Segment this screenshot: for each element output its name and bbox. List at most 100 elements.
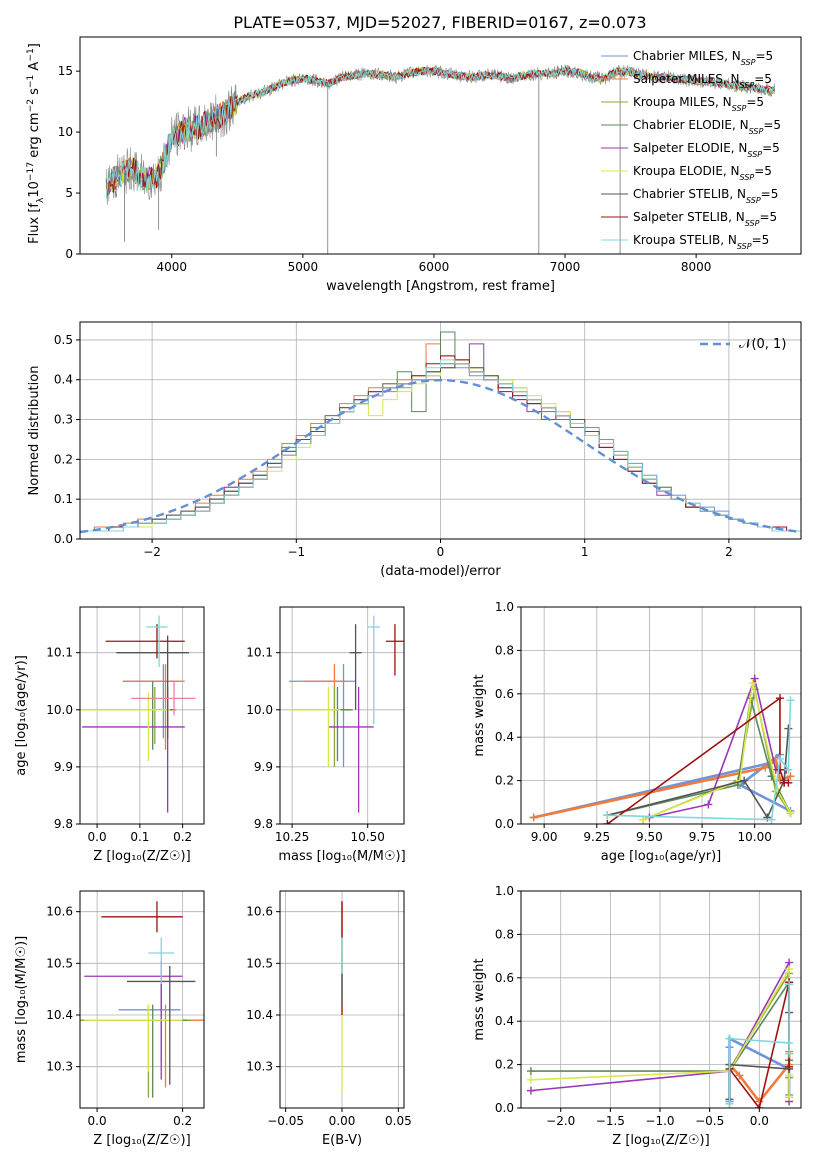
x-tick-label: 0.0 xyxy=(750,1114,769,1128)
weight-marker-6 xyxy=(785,1093,794,1102)
legend-label-4: Chabrier ELODIE, NSSP=5 xyxy=(633,118,781,136)
label-part: −1 xyxy=(26,75,36,88)
y-tick-label: 10.3 xyxy=(246,1060,273,1074)
x-axis-label: mass [log₁₀(M/M☉)] xyxy=(278,849,405,864)
x-tick-label: 4000 xyxy=(156,260,187,274)
weight-marker-8 xyxy=(785,1062,794,1071)
spectrum-line-8 xyxy=(105,66,775,196)
figure-title: PLATE=0537, MJD=52027, FIBERID=0167, z=0… xyxy=(233,13,646,32)
x-tick-label: 0.2 xyxy=(173,1114,192,1128)
spectrum-line-9 xyxy=(105,66,775,199)
x-tick-label: 7000 xyxy=(550,260,581,274)
x-tick-label: 2 xyxy=(725,545,733,559)
legend-rest: =5 xyxy=(762,141,780,155)
y-axis-label: mass weight xyxy=(472,674,487,756)
weight-marker-2 xyxy=(735,1071,744,1080)
x-tick-label: 0 xyxy=(437,545,445,559)
legend-label-7: Chabrier STELIB, NSSP=5 xyxy=(633,187,778,205)
axes-frame xyxy=(520,890,802,1109)
x-tick-label: 5000 xyxy=(288,260,319,274)
axes-frame xyxy=(79,606,205,825)
legend-rest: =5 xyxy=(754,164,772,178)
x-axis-label: Z [log₁₀(Z/Z☉)] xyxy=(612,1133,709,1148)
weight-marker-9 xyxy=(784,765,793,774)
spectrum-axes: 4000 5000 6000 7000 8000 0 5 10 15 wavelength [An… xyxy=(26,36,802,294)
weight-marker-6 xyxy=(786,809,795,818)
y-tick-label: 10.4 xyxy=(246,1008,273,1022)
x-tick-label: 10.50 xyxy=(351,830,385,844)
plot-area xyxy=(526,958,794,1108)
weight-marker-9 xyxy=(785,980,794,989)
y-tick-label: 10.0 xyxy=(246,703,273,717)
weight-marker-9 xyxy=(725,1099,734,1108)
x-tick-label: 1 xyxy=(581,545,589,559)
weight-marker-8 xyxy=(775,694,784,703)
legend-sub: SSP xyxy=(740,81,755,90)
gaussian-legend-label: 𝒩(0, 1) xyxy=(739,337,786,352)
weight-marker-9 xyxy=(785,1049,794,1058)
y-tick-label: 0.0 xyxy=(54,532,73,546)
y-tick-label: 0.0 xyxy=(495,1101,514,1115)
weight-marker-9 xyxy=(725,1034,734,1043)
y-tick-label: 0.5 xyxy=(54,333,73,347)
label-part: −1 xyxy=(26,48,36,61)
axes-frame xyxy=(79,36,802,255)
legend-sub: SSP xyxy=(745,219,760,228)
label-part: −17 xyxy=(26,162,36,181)
mass-vs-Z-axes: 0.0 0.2 10.3 10.4 10.5 10.6 Z [log₁₀(Z/Z☉)] mas… xyxy=(14,890,205,1148)
x-tick-label: 9.25 xyxy=(583,830,610,844)
y-tick-label: 0.0 xyxy=(495,817,514,831)
plot-area xyxy=(289,615,404,813)
weight-line-9 xyxy=(607,700,792,821)
y-tick-label: 0.8 xyxy=(495,643,514,657)
y-tick-label: 0.2 xyxy=(495,1058,514,1072)
plot-area xyxy=(80,901,204,1098)
y-tick-label: 9.9 xyxy=(254,760,273,774)
age-vs-Z-axes: 0.0 0.1 0.2 9.8 9.9 10.0 10.1 Z [log₁₀(Z/Z☉)] ag… xyxy=(14,606,205,864)
mass-vs-ebv-axes: −0.05 0.00 0.05 10.3 10.4 10.5 10.6 E(B-V) xyxy=(246,890,412,1148)
y-tick-label: 0.3 xyxy=(54,413,73,427)
x-tick-label: −1.5 xyxy=(596,1114,625,1128)
legend-sub: SSP xyxy=(741,58,756,67)
plot-area xyxy=(529,674,795,824)
label-part: ] xyxy=(27,43,42,48)
axes-frame xyxy=(79,890,205,1109)
y-tick-label: 10.5 xyxy=(46,956,73,970)
x-tick-label: 10.00 xyxy=(738,830,772,844)
age-vs-mass-axes: 10.25 10.50 9.8 9.9 10.0 10.1 mass [log₁₀(M/M☉… xyxy=(246,606,406,864)
legend-rest: =5 xyxy=(761,187,779,201)
y-tick-label: 0.4 xyxy=(54,373,73,387)
weight-marker-4 xyxy=(526,1067,535,1076)
y-tick-label: 9.8 xyxy=(254,817,273,831)
y-tick-label: 0.4 xyxy=(495,1014,514,1028)
plot-area xyxy=(80,331,801,539)
y-tick-label: 0.2 xyxy=(54,452,73,466)
x-tick-label: 9.75 xyxy=(689,830,716,844)
y-tick-label: 1.0 xyxy=(495,600,514,614)
label-part: 10 xyxy=(27,181,42,198)
y-tick-label: 0.1 xyxy=(54,492,73,506)
weight-marker-6 xyxy=(748,678,757,687)
weight-marker-7 xyxy=(740,776,749,785)
label-part: Flux [f xyxy=(27,203,42,244)
y-tick-label: 10 xyxy=(58,125,73,139)
legend-label-5: Salpeter ELODIE, NSSP=5 xyxy=(633,141,780,159)
y-axis-label: age [log₁₀(age/yr)] xyxy=(14,655,29,776)
x-tick-label: 0.0 xyxy=(88,830,107,844)
weight-marker-6 xyxy=(526,1075,535,1084)
legend-sub: SSP xyxy=(740,173,755,182)
label-part: λ xyxy=(36,197,46,203)
x-tick-label: −0.5 xyxy=(695,1114,724,1128)
x-tick-label: −1.0 xyxy=(645,1114,674,1128)
weight-marker-9 xyxy=(786,696,795,705)
legend-rest: =5 xyxy=(763,118,781,132)
y-tick-label: 0.4 xyxy=(495,730,514,744)
weight-marker-6 xyxy=(785,965,794,974)
axes-frame xyxy=(520,606,802,825)
y-tick-label: 9.9 xyxy=(54,760,73,774)
x-tick-label: 10.25 xyxy=(275,830,309,844)
legend-label-1: Chabrier MILES, NSSP=5 xyxy=(633,49,773,67)
x-axis-label: wavelength [Angstrom, rest frame] xyxy=(326,279,555,294)
x-axis-label: E(B-V) xyxy=(322,1133,362,1148)
